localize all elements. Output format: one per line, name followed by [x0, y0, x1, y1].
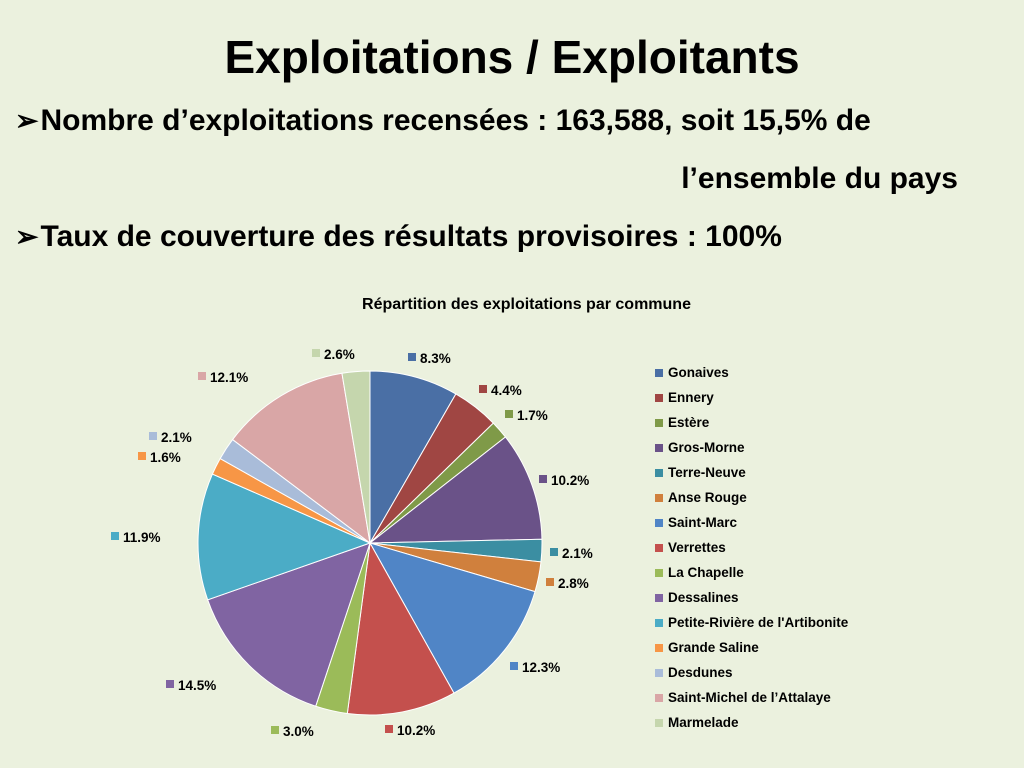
data-label: 12.1% — [210, 370, 248, 385]
bullet-exploitations-count: ➢Nombre d’exploitations recensées : 163,… — [15, 104, 871, 138]
data-label-swatch — [539, 475, 547, 483]
data-label: 14.5% — [178, 678, 216, 693]
pie-slice-dessalines — [207, 542, 371, 707]
data-label: 10.2% — [397, 723, 435, 738]
legend-label: Saint-Marc — [668, 515, 738, 530]
legend-swatch — [655, 443, 663, 452]
legend-label: Terre-Neuve — [668, 465, 746, 480]
legend-label: Desdunes — [668, 665, 733, 680]
legend-label: Saint-Michel de l’Attalaye — [668, 690, 831, 705]
legend-swatch — [655, 518, 663, 527]
slide-title: Exploitations / Exploitants — [224, 31, 800, 83]
legend-swatch — [655, 468, 663, 477]
legend-item: Estère — [655, 410, 848, 435]
data-label: 11.9% — [123, 530, 161, 545]
legend-label: Dessalines — [668, 590, 739, 605]
data-label-swatch — [385, 725, 393, 733]
legend-item: Desdunes — [655, 660, 848, 685]
pie-slice-saint-michel-de-l-attalaye — [231, 372, 371, 545]
legend-item: Saint-Michel de l’Attalaye — [655, 685, 848, 710]
legend-item: Saint-Marc — [655, 510, 848, 535]
legend-swatch — [655, 643, 663, 652]
pie-slice-petite-rivi-re-de-l-artibonite — [197, 473, 372, 601]
pie-slice-gros-morne — [368, 436, 543, 544]
data-label-swatch — [312, 349, 320, 357]
arrow-bullet-icon: ➢ — [15, 105, 39, 136]
legend-swatch — [655, 618, 663, 627]
legend-item: Petite-Rivière de l'Artibonite — [655, 610, 848, 635]
data-label: 2.1% — [562, 546, 593, 561]
data-label-swatch — [505, 410, 513, 418]
legend-swatch — [655, 418, 663, 427]
pie-slice-saint-marc — [368, 542, 536, 694]
data-label: 2.1% — [161, 430, 192, 445]
data-label: 8.3% — [420, 351, 451, 366]
legend-swatch — [655, 493, 663, 502]
legend-item: Terre-Neuve — [655, 460, 848, 485]
data-label: 1.6% — [150, 450, 181, 465]
chart-title: Répartition des exploitations par commun… — [362, 296, 691, 313]
legend-label: Estère — [668, 415, 710, 430]
legend-swatch — [655, 718, 663, 727]
legend-swatch — [655, 568, 663, 577]
data-label-swatch — [550, 548, 558, 556]
legend-item: La Chapelle — [655, 560, 848, 585]
legend-label: Gonaives — [668, 365, 729, 380]
legend-swatch — [655, 693, 663, 702]
legend-swatch — [655, 393, 663, 402]
data-label-swatch — [166, 680, 174, 688]
legend-item: Anse Rouge — [655, 485, 848, 510]
data-label: 2.6% — [324, 347, 355, 362]
data-label: 10.2% — [551, 473, 589, 488]
legend-item: Dessalines — [655, 585, 848, 610]
data-label-swatch — [510, 662, 518, 670]
bullet-text: Taux de couverture des résultats proviso… — [40, 220, 782, 253]
pie-slice-gonaives — [369, 370, 457, 545]
data-label-swatch — [149, 432, 157, 440]
data-label-swatch — [198, 372, 206, 380]
data-label-swatch — [546, 578, 554, 586]
bullet-coverage-rate: ➢Taux de couverture des résultats provis… — [15, 220, 782, 254]
legend-label: Ennery — [668, 390, 714, 405]
data-label: 4.4% — [491, 383, 522, 398]
pie-slices — [197, 370, 543, 716]
chart-legend: Gonaives Ennery Estère Gros-Morne Terre-Neuv… — [655, 360, 848, 735]
data-label: 2.8% — [558, 576, 589, 591]
legend-swatch — [655, 668, 663, 677]
legend-swatch — [655, 368, 663, 377]
legend-item: Gonaives — [655, 360, 848, 385]
data-label: 3.0% — [283, 724, 314, 739]
data-label-swatch — [138, 452, 146, 460]
data-label-swatch — [271, 726, 279, 734]
legend-item: Gros-Morne — [655, 435, 848, 460]
data-label: 1.7% — [517, 408, 548, 423]
legend-item: Ennery — [655, 385, 848, 410]
legend-label: Grande Saline — [668, 640, 759, 655]
legend-label: Marmelade — [668, 715, 739, 730]
pie-data-labels: 8.3% 4.4% 1.7% 10.2% 2.1% 2.8% 12.3% 10.2% 3.0% 1… — [111, 347, 593, 739]
legend-swatch — [655, 593, 663, 602]
legend-label: La Chapelle — [668, 565, 744, 580]
data-label-swatch — [408, 353, 416, 361]
legend-label: Verrettes — [668, 540, 726, 555]
legend-label: Petite-Rivière de l'Artibonite — [668, 615, 849, 630]
legend-label: Gros-Morne — [668, 440, 745, 455]
data-label-swatch — [479, 385, 487, 393]
legend-item: Marmelade — [655, 710, 848, 735]
legend-label: Anse Rouge — [668, 490, 747, 505]
pie-slice-verrettes — [346, 541, 455, 716]
legend-item: Grande Saline — [655, 635, 848, 660]
data-label: 12.3% — [522, 660, 560, 675]
pie-slice-marmelade — [341, 370, 371, 544]
legend-item: Verrettes — [655, 535, 848, 560]
arrow-bullet-icon: ➢ — [15, 221, 39, 252]
bullet-exploitations-count-continued: l’ensemble du pays — [681, 162, 958, 195]
legend-swatch — [655, 543, 663, 552]
data-label-swatch — [111, 532, 119, 540]
bullet-text: Nombre d’exploitations recensées : 163,5… — [40, 104, 871, 137]
